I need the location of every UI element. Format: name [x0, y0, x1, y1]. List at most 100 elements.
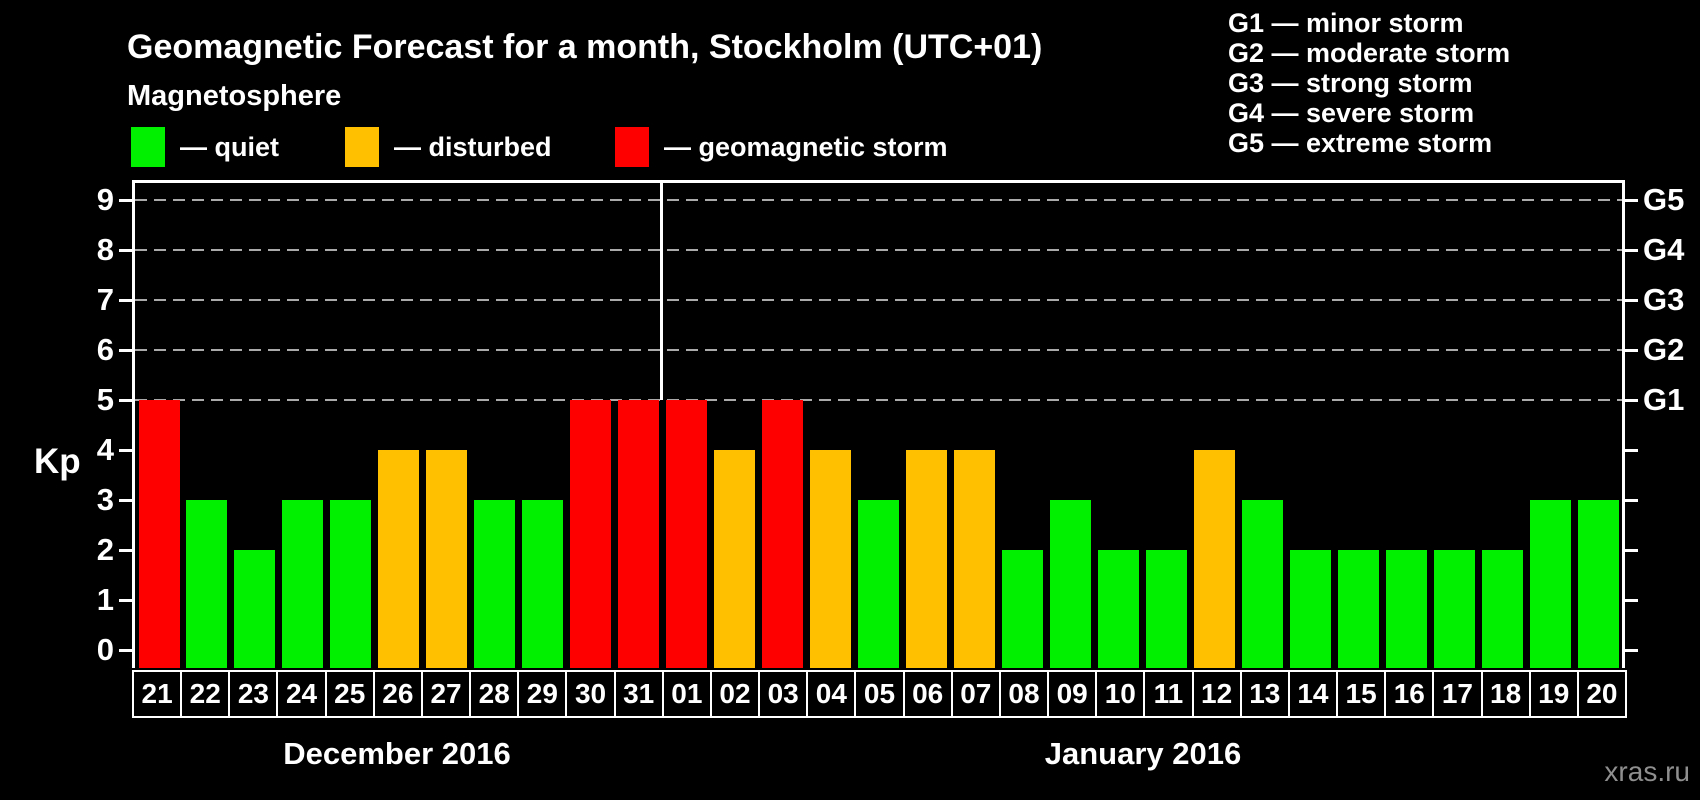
day-label-cell: 10	[1095, 670, 1146, 718]
day-label-cell: 01	[661, 670, 712, 718]
y-axis-tick	[119, 349, 132, 352]
y-axis-tick	[119, 299, 132, 302]
day-label-cell: 08	[998, 670, 1050, 718]
gridline	[135, 399, 1622, 401]
legend-item-label: — quiet	[180, 131, 279, 162]
y-tick-label: 1	[96, 582, 114, 617]
y-axis-tick	[119, 499, 132, 502]
legend-item-disturbed: — disturbed	[345, 127, 552, 167]
day-label-cell: 03	[758, 670, 809, 718]
day-label-cell: 02	[709, 670, 761, 718]
kp-bar-day-05	[858, 500, 900, 668]
legend-group-title: Magnetosphere	[127, 80, 342, 112]
day-label-cell: 04	[806, 670, 857, 718]
day-label-cell: 19	[1528, 670, 1579, 718]
kp-bar-day-15	[1337, 550, 1379, 668]
gridline	[135, 299, 1622, 301]
y-axis-tick	[119, 399, 132, 402]
storm-scale-legend: G1 — minor storm G2 — moderate storm G3 …	[1228, 8, 1510, 158]
day-label-cell: 18	[1480, 670, 1531, 718]
kp-bar-day-18	[1481, 550, 1523, 668]
day-label-cell: 05	[854, 670, 905, 718]
day-label-cell: 31	[613, 670, 664, 718]
legend-item-label: — disturbed	[394, 131, 552, 162]
y-axis-tick	[119, 599, 132, 602]
y-axis-label: Kp	[34, 442, 81, 481]
right-axis-tick	[1625, 649, 1638, 652]
y-tick-label: 6	[96, 332, 114, 367]
kp-bar-day-27	[426, 450, 468, 668]
day-label-cell: 22	[180, 670, 231, 718]
month-label-december: December 2016	[283, 736, 511, 771]
kp-bar-day-25	[330, 500, 372, 668]
kp-bar-day-26	[378, 450, 420, 668]
y-tick-label: 3	[96, 482, 114, 517]
kp-bar-day-06	[905, 450, 947, 668]
y-tick-label: 4	[96, 432, 114, 467]
day-label-cell: 17	[1432, 670, 1483, 718]
gridline	[135, 349, 1622, 351]
kp-bar-day-16	[1385, 550, 1427, 668]
y-tick-label: 7	[96, 282, 114, 317]
right-axis-line	[1622, 180, 1625, 668]
gridline	[135, 199, 1622, 201]
day-label-cell: 25	[324, 670, 375, 718]
storm-scale-line-g4: G4 — severe storm	[1228, 98, 1475, 128]
storm-scale-line-g3: G3 — strong storm	[1228, 68, 1473, 98]
g-scale-tick-label: G3	[1643, 282, 1685, 317]
kp-bar-day-10	[1097, 550, 1139, 668]
day-label-cell: 24	[276, 670, 327, 718]
legend-item-quiet: — quiet	[131, 127, 279, 167]
kp-bar-day-30	[570, 400, 612, 668]
g-scale-tick-label: G1	[1643, 382, 1685, 417]
y-axis-tick	[119, 199, 132, 202]
right-axis-tick	[1625, 549, 1638, 552]
kp-bar-day-28	[474, 500, 516, 668]
right-axis-tick	[1625, 349, 1638, 352]
kp-bar-day-14	[1289, 550, 1331, 668]
storm-scale-line-g5: G5 — extreme storm	[1228, 128, 1493, 158]
day-label-cell: 07	[950, 670, 1001, 718]
y-axis-tick	[119, 449, 132, 452]
kp-bar-day-08	[1001, 550, 1043, 668]
y-tick-label: 5	[96, 382, 114, 417]
kp-bar-day-21	[138, 400, 180, 668]
y-tick-label: 0	[96, 632, 114, 667]
kp-bar-day-23	[234, 550, 276, 668]
kp-bar-day-20	[1577, 500, 1619, 668]
day-label-cell: 20	[1576, 670, 1627, 718]
watermark: xras.ru	[1604, 756, 1690, 787]
kp-bar-day-07	[953, 450, 995, 668]
disturbed-color-swatch	[345, 127, 379, 167]
kp-bar-day-22	[186, 500, 228, 668]
right-axis-tick	[1625, 499, 1638, 502]
day-label-cell: 15	[1336, 670, 1387, 718]
plot-border-top	[132, 180, 1625, 183]
kp-bar-day-12	[1193, 450, 1235, 668]
storm-scale-line-g2: G2 — moderate storm	[1228, 38, 1511, 68]
kp-bar-day-11	[1145, 550, 1187, 668]
storm-scale-line-g1: G1 — minor storm	[1228, 8, 1464, 38]
kp-bar-day-31	[618, 400, 660, 668]
day-label-cell: 16	[1384, 670, 1435, 718]
chart-title: Geomagnetic Forecast for a month, Stockh…	[127, 28, 1043, 66]
right-axis-tick	[1625, 299, 1638, 302]
kp-bar-day-29	[522, 500, 564, 668]
y-axis-tick	[119, 649, 132, 652]
kp-bar-day-02	[714, 450, 756, 668]
day-label-cell: 21	[132, 670, 183, 718]
day-label-cell: 28	[469, 670, 520, 718]
kp-bar-day-04	[810, 450, 852, 668]
y-tick-label: 8	[96, 232, 114, 267]
y-axis-line	[132, 180, 135, 668]
g-scale-tick-label: G5	[1643, 182, 1685, 217]
g-scale-tick-label: G2	[1643, 332, 1685, 367]
day-label-cell: 29	[517, 670, 568, 718]
kp-bar-day-17	[1433, 550, 1475, 668]
legend-item-storm: — geomagnetic storm	[615, 127, 948, 167]
right-axis-tick	[1625, 399, 1638, 402]
quiet-color-swatch	[131, 127, 165, 167]
day-label-cell: 14	[1287, 670, 1339, 718]
legend-item-label: — geomagnetic storm	[664, 131, 948, 162]
